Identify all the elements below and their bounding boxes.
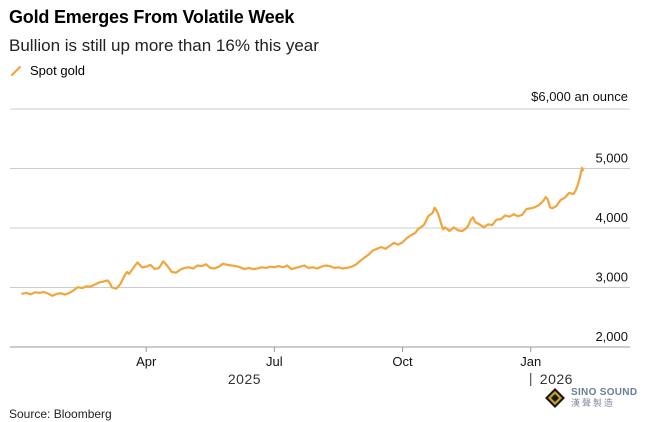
year-label: 2025: [228, 371, 261, 387]
series-group: [21, 166, 584, 297]
chart-subtitle: Bullion is still up more than 16% this y…: [9, 36, 319, 55]
source-note: Source: Bloomberg: [9, 407, 112, 421]
x-tick-label: Jul: [266, 354, 283, 369]
y-axis: $6,000 an ounce 2,000 3,000 4,000 5,000: [531, 89, 628, 344]
x-tick-label: Oct: [392, 354, 413, 369]
y-tick-label: 5,000: [595, 151, 628, 166]
x-tick-label: Jan: [520, 354, 541, 369]
legend-label: Spot gold: [30, 63, 85, 78]
series-line-spot-gold: [21, 166, 584, 297]
y-unit-label: $6,000 an ounce: [531, 89, 628, 104]
sino-sound-logo-icon: [545, 388, 565, 408]
y-tick-label: 2,000: [595, 329, 628, 344]
legend: Spot gold: [11, 63, 85, 78]
x-axis: Apr Jul Oct Jan 2025 2026: [10, 346, 630, 387]
watermark: SINO SOUND 漢聲製造: [544, 387, 637, 409]
y-tick-label: 3,000: [595, 270, 628, 285]
legend-line-icon: [11, 65, 21, 76]
watermark-line1: SINO SOUND: [571, 387, 638, 398]
gridlines: [10, 108, 630, 288]
y-tick-label: 4,000: [595, 210, 628, 225]
x-tick-label: Apr: [136, 354, 157, 369]
watermark-line2: 漢聲製造: [571, 398, 616, 408]
year-label: 2026: [540, 371, 573, 387]
chart-title: Gold Emerges From Volatile Week: [9, 7, 295, 27]
